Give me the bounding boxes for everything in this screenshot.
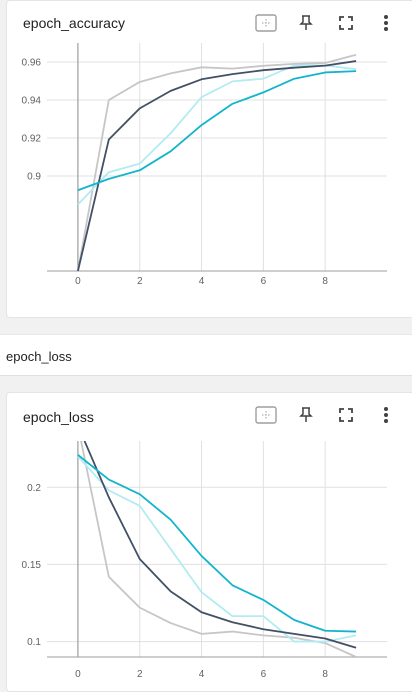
y-tick-label: 0.15	[22, 560, 42, 571]
series-line-2	[83, 441, 357, 649]
x-tick-label: 2	[137, 276, 143, 287]
accuracy-chart: 0.96 0.94 0.92 0.9 0 2 4 6 8	[22, 43, 387, 287]
y-tick-label: 0.1	[27, 637, 41, 648]
x-tick-label: 8	[322, 276, 328, 287]
x-tick-label: 8	[322, 669, 328, 680]
fit-domain-icon[interactable]	[254, 403, 278, 427]
x-tick-label: 6	[261, 276, 267, 287]
card-title: epoch_loss	[23, 409, 94, 425]
series-line-2	[77, 60, 357, 271]
chart-card-accuracy: epoch_accuracy 0.96 0.94 0.92 0.9 0 2 4 6 8	[6, 0, 412, 318]
more-vert-icon[interactable]	[374, 11, 398, 35]
x-tick-label: 2	[137, 669, 143, 680]
y-tick-label: 0.9	[27, 172, 41, 183]
series-line-3	[77, 70, 357, 192]
x-tick-label: 0	[75, 276, 81, 287]
fit-domain-icon[interactable]	[254, 11, 278, 35]
series-group	[77, 53, 357, 271]
y-tick-label: 0.2	[27, 483, 41, 494]
y-tick-label: 0.92	[22, 134, 42, 145]
pin-icon[interactable]	[294, 11, 318, 35]
chart-card-loss: epoch_loss 0.2 0.15 0.1 0 2 4 6 8	[6, 392, 412, 692]
x-tick-label: 0	[75, 669, 81, 680]
loss-chart: 0.2 0.15 0.1 0 2 4 6 8	[22, 441, 387, 680]
y-tick-label: 0.94	[22, 96, 42, 107]
series-line-0	[80, 441, 357, 657]
fullscreen-icon[interactable]	[334, 11, 358, 35]
series-line-1	[77, 455, 357, 643]
pin-icon[interactable]	[294, 403, 318, 427]
series-group	[77, 441, 357, 657]
more-vert-icon[interactable]	[374, 403, 398, 427]
x-tick-label: 4	[199, 276, 205, 287]
card-title: epoch_accuracy	[23, 15, 125, 31]
x-tick-label: 4	[199, 669, 205, 680]
x-tick-label: 6	[261, 669, 267, 680]
y-tick-label: 0.96	[22, 58, 42, 69]
series-line-1	[77, 64, 357, 206]
section-header: epoch_loss	[0, 334, 412, 376]
section-title: epoch_loss	[6, 349, 72, 364]
fullscreen-icon[interactable]	[334, 403, 358, 427]
series-line-3	[77, 454, 357, 633]
series-line-0	[77, 53, 357, 271]
